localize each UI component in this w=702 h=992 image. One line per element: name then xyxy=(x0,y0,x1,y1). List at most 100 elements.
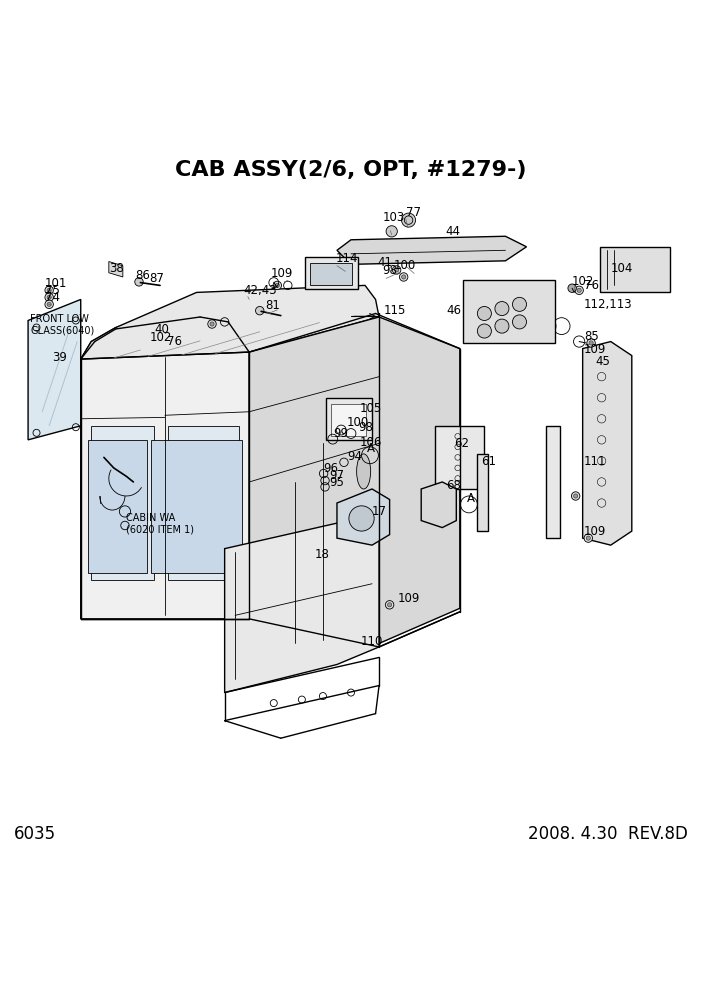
Circle shape xyxy=(273,281,282,290)
Text: 98: 98 xyxy=(383,264,397,277)
Circle shape xyxy=(45,286,53,295)
Bar xyxy=(546,426,560,538)
Text: A: A xyxy=(367,442,375,455)
Text: 87: 87 xyxy=(150,273,164,286)
Circle shape xyxy=(275,284,279,288)
Text: 101: 101 xyxy=(45,278,67,291)
Circle shape xyxy=(386,226,397,237)
Polygon shape xyxy=(583,341,632,546)
Text: 74: 74 xyxy=(45,292,60,305)
Text: 68: 68 xyxy=(446,479,461,492)
Circle shape xyxy=(47,296,51,300)
Text: 102: 102 xyxy=(150,330,172,343)
Circle shape xyxy=(388,603,392,607)
Text: 42,43: 42,43 xyxy=(243,285,277,298)
Text: 109: 109 xyxy=(398,592,420,605)
Text: 40: 40 xyxy=(154,323,169,336)
Polygon shape xyxy=(109,262,123,277)
Circle shape xyxy=(45,293,53,302)
Text: 17: 17 xyxy=(371,506,386,519)
Circle shape xyxy=(584,534,592,543)
Circle shape xyxy=(586,536,590,541)
Circle shape xyxy=(477,324,491,338)
Polygon shape xyxy=(28,300,81,439)
Text: 41: 41 xyxy=(377,256,392,269)
Text: 99: 99 xyxy=(333,427,348,439)
Circle shape xyxy=(574,494,578,498)
Text: 104: 104 xyxy=(611,262,633,275)
Polygon shape xyxy=(337,236,526,264)
Text: CAB ASSY(2/6, OPT, #1279-): CAB ASSY(2/6, OPT, #1279-) xyxy=(176,161,526,181)
Circle shape xyxy=(402,213,416,227)
Text: 94: 94 xyxy=(347,450,362,463)
Text: 75: 75 xyxy=(45,285,60,298)
Circle shape xyxy=(568,284,576,293)
Circle shape xyxy=(477,307,491,320)
Circle shape xyxy=(402,275,406,279)
Text: 38: 38 xyxy=(109,262,124,275)
Text: 61: 61 xyxy=(482,455,496,468)
Text: 102: 102 xyxy=(572,275,595,289)
Polygon shape xyxy=(337,489,390,546)
Bar xyxy=(331,404,366,435)
Circle shape xyxy=(349,506,374,531)
Circle shape xyxy=(577,289,581,293)
Bar xyxy=(326,398,372,439)
Bar xyxy=(168,426,239,580)
Circle shape xyxy=(589,341,593,345)
Polygon shape xyxy=(81,286,379,359)
Circle shape xyxy=(385,600,394,609)
Circle shape xyxy=(210,322,214,326)
Circle shape xyxy=(399,273,408,281)
Circle shape xyxy=(47,303,51,307)
Circle shape xyxy=(512,298,526,311)
Text: 81: 81 xyxy=(265,299,280,312)
Text: 6035: 6035 xyxy=(14,825,56,843)
Circle shape xyxy=(395,268,399,272)
Polygon shape xyxy=(81,317,249,619)
Text: 39: 39 xyxy=(53,351,67,364)
Circle shape xyxy=(495,319,509,333)
Bar xyxy=(463,280,555,343)
Text: 44: 44 xyxy=(446,224,461,238)
Text: 114: 114 xyxy=(336,252,358,265)
Text: 86: 86 xyxy=(135,269,150,282)
Text: 98: 98 xyxy=(359,422,373,434)
Bar xyxy=(88,439,147,573)
Text: 97: 97 xyxy=(329,469,344,482)
Polygon shape xyxy=(421,482,456,528)
Circle shape xyxy=(587,338,595,347)
Polygon shape xyxy=(249,317,460,644)
Text: 18: 18 xyxy=(314,548,329,560)
Text: 85: 85 xyxy=(584,330,599,343)
Ellipse shape xyxy=(357,454,371,489)
Bar xyxy=(305,257,358,289)
Text: 109: 109 xyxy=(584,342,607,355)
Circle shape xyxy=(575,286,583,295)
Text: 76: 76 xyxy=(584,280,599,293)
Circle shape xyxy=(392,266,401,274)
Bar xyxy=(600,247,670,293)
Circle shape xyxy=(135,278,143,286)
Circle shape xyxy=(256,307,264,314)
Text: 100: 100 xyxy=(394,259,416,272)
Text: CABIN WA
(6020 ITEM 1): CABIN WA (6020 ITEM 1) xyxy=(126,513,194,535)
Bar xyxy=(435,426,484,489)
Text: 62: 62 xyxy=(454,437,469,450)
Text: 110: 110 xyxy=(361,635,383,649)
Text: 105: 105 xyxy=(359,403,382,416)
Text: 109: 109 xyxy=(270,267,293,280)
Bar xyxy=(151,439,242,573)
Text: A: A xyxy=(467,492,475,505)
Text: 112,113: 112,113 xyxy=(584,298,633,310)
Polygon shape xyxy=(225,514,379,692)
Circle shape xyxy=(512,314,526,329)
Circle shape xyxy=(208,319,216,328)
Text: 2008. 4.30  REV.8D: 2008. 4.30 REV.8D xyxy=(528,825,688,843)
Circle shape xyxy=(495,302,509,315)
Text: 76: 76 xyxy=(167,335,182,348)
Circle shape xyxy=(571,492,580,500)
Circle shape xyxy=(45,301,53,309)
Text: 109: 109 xyxy=(584,525,607,538)
Bar xyxy=(477,454,488,531)
